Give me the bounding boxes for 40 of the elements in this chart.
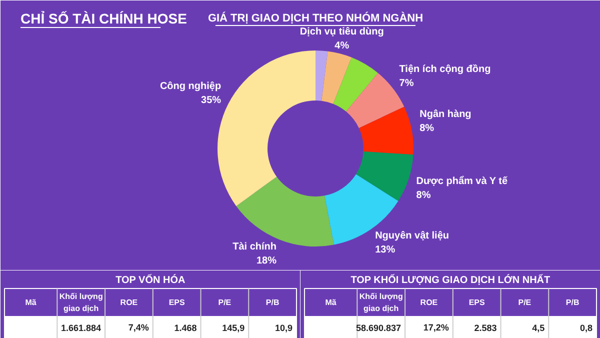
data-label: 13%	[375, 244, 396, 256]
slice-label: Tiện ích cộng đồng	[399, 64, 491, 76]
text: 7,4%	[128, 322, 149, 332]
slice-label: Nguyên vật liệu	[375, 230, 449, 242]
text: 10,9	[274, 323, 293, 333]
text: 145,9	[222, 323, 245, 333]
category-label: P/B	[266, 298, 280, 307]
category-label: P/B	[566, 298, 580, 307]
text: 58.690.837	[356, 323, 402, 333]
data-label: 8%	[420, 123, 434, 134]
text: 1.661.884	[60, 323, 102, 333]
category-label: P/E	[518, 298, 532, 307]
slice-label: Dịch vụ tiêu dùng	[300, 26, 384, 38]
data-label: 7%	[399, 78, 414, 90]
text: 17,2%	[423, 322, 449, 332]
category-label: Khối lượng giao dịch	[59, 292, 103, 313]
chart-title: GIÁ TRỊ GIAO DỊCH THEO NHÓM NGÀNH	[208, 12, 424, 24]
category-label: Mã	[25, 298, 37, 307]
data-label: 35%	[201, 94, 222, 106]
category-label: ROE	[120, 298, 138, 307]
category-label: ROE	[420, 298, 438, 307]
text: 4,5	[532, 323, 545, 333]
slice-label: Tài chính	[232, 242, 276, 253]
slice-label: Dược phẩm và Y tế	[416, 174, 508, 187]
text: TOP KHỐI LƯỢNG GIAO DỊCH LỚN NHẤT	[350, 274, 550, 286]
text: TOP VỐN HÓA	[116, 274, 186, 286]
text: 1.468	[174, 323, 197, 333]
data-label: 18%	[256, 256, 277, 267]
category-label: EPS	[168, 298, 186, 307]
category-label: Khối lượng giao dịch	[359, 292, 403, 313]
category-label: Mã	[325, 298, 337, 307]
slice-label: Ngân hàng	[420, 109, 472, 120]
text: 0,8	[580, 323, 593, 333]
slice-label: Công nghiệp	[160, 80, 222, 92]
category-label: EPS	[468, 298, 486, 307]
category-label: P/E	[218, 298, 232, 307]
data-label: 4%	[334, 40, 350, 52]
text: CHỈ SỐ TÀI CHÍNH HOSE	[20, 10, 187, 26]
data-label: 8%	[416, 190, 431, 201]
text: 2.583	[474, 323, 497, 333]
